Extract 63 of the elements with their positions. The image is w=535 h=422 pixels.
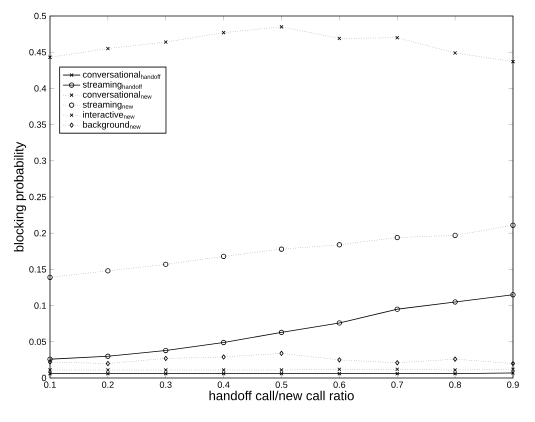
- point: [337, 36, 342, 40]
- y-tick-label: 0.45: [29, 49, 46, 56]
- x-tick-label: 0.8: [449, 382, 461, 388]
- legend-label: streaming$_{new}$: [82, 101, 134, 110]
- point: [452, 299, 458, 305]
- legend-label: streaming$_{handoff}$: [82, 81, 142, 90]
- y-tick-label: 0.2: [34, 230, 46, 236]
- point: [222, 354, 226, 360]
- legend-label: interactive$_{new}$: [83, 111, 135, 119]
- x-tick-label: 0.2: [102, 382, 114, 388]
- y-tick-label: 0.15: [29, 266, 46, 273]
- point: [105, 354, 110, 359]
- x-tick-label: 0.3: [160, 382, 172, 388]
- y-tick-label: 0.5: [34, 12, 46, 20]
- point: [453, 50, 458, 55]
- point: [278, 246, 284, 252]
- point: [222, 30, 226, 35]
- point: [280, 368, 284, 372]
- point: [452, 232, 458, 238]
- legend-label: conversational$_{new}$: [82, 91, 152, 99]
- point: [337, 357, 342, 362]
- point: [337, 372, 342, 376]
- x-tick-label: 0.6: [333, 382, 346, 388]
- point: [106, 360, 110, 366]
- x-tick-label: 0.1: [44, 382, 56, 388]
- y-axis-title: blocking probability: [14, 142, 26, 252]
- y-tick-label: 0.25: [29, 194, 46, 200]
- x-tick-label: 0.7: [391, 382, 404, 388]
- point: [394, 234, 400, 240]
- point: [222, 372, 226, 376]
- point: [106, 46, 110, 51]
- point: [395, 36, 400, 40]
- point: [105, 268, 110, 274]
- point: [106, 372, 110, 376]
- legend-label: background$_{new}$: [83, 121, 141, 130]
- y-tick-label: 0.1: [34, 302, 46, 309]
- legend-label: conversational$_{handoff}$: [82, 71, 160, 79]
- y-tick-label: 0.3: [34, 158, 46, 164]
- point: [163, 262, 168, 267]
- point: [47, 274, 53, 280]
- point: [279, 350, 284, 356]
- point: [510, 360, 516, 366]
- y-tick-label: 0.05: [29, 338, 46, 345]
- point: [453, 372, 458, 376]
- point: [278, 330, 284, 335]
- x-tick-label: 0.4: [218, 382, 230, 388]
- point: [453, 356, 458, 362]
- point: [395, 367, 400, 372]
- y-tick-label: 0.35: [29, 121, 46, 128]
- point: [221, 254, 226, 259]
- point: [221, 340, 226, 346]
- y-tick-label: 0.4: [34, 85, 46, 92]
- x-axis-title: handoff call/new call ratio: [210, 390, 354, 400]
- x-tick-label: 0.9: [507, 382, 519, 388]
- point: [510, 222, 516, 228]
- point: [336, 320, 342, 326]
- x-tick-label: 0.5: [276, 382, 288, 388]
- point: [395, 360, 400, 366]
- y-tick-label: 0: [42, 374, 46, 382]
- point: [394, 306, 400, 312]
- point: [336, 242, 342, 248]
- point: [163, 348, 168, 354]
- point: [164, 356, 168, 362]
